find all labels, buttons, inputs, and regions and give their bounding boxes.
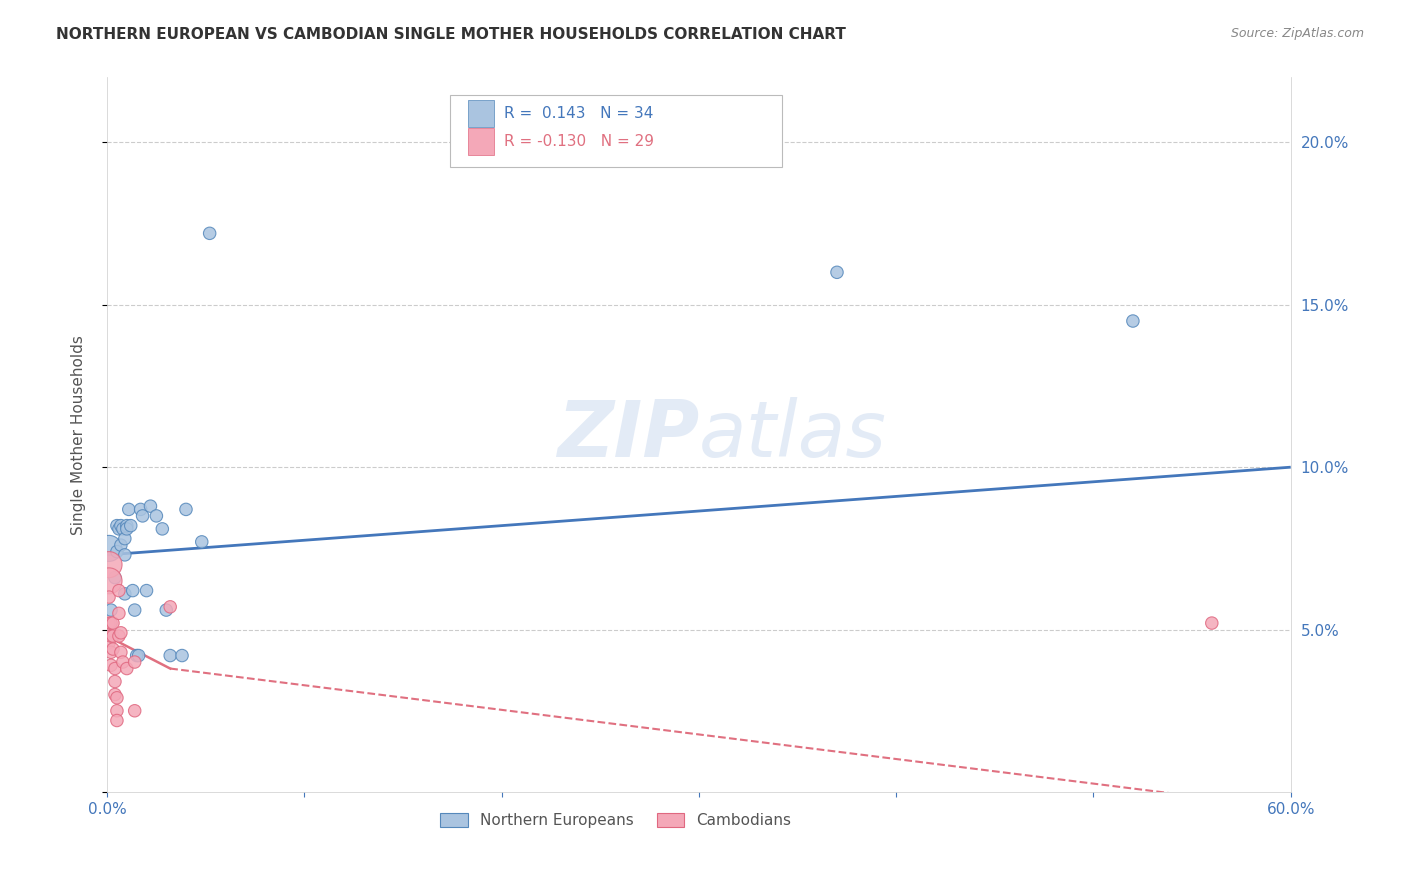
- Point: [110, 538, 132, 552]
- FancyBboxPatch shape: [468, 100, 494, 128]
- Point: [105, 544, 128, 558]
- Point: [115, 522, 138, 536]
- Point: [108, 607, 131, 621]
- Point: [100, 629, 122, 643]
- Point: [114, 548, 136, 562]
- Point: [170, 648, 193, 663]
- Point: [110, 645, 132, 659]
- Point: [108, 583, 131, 598]
- Point: [105, 690, 128, 705]
- Point: [121, 583, 143, 598]
- Point: [98, 574, 121, 588]
- Point: [129, 502, 152, 516]
- Point: [198, 227, 221, 241]
- Point: [100, 658, 122, 673]
- Point: [100, 603, 122, 617]
- Point: [1201, 616, 1223, 631]
- Text: ZIP: ZIP: [557, 397, 699, 473]
- Text: atlas: atlas: [699, 397, 887, 473]
- Point: [98, 541, 121, 556]
- Point: [110, 625, 132, 640]
- Point: [150, 522, 173, 536]
- FancyBboxPatch shape: [468, 128, 494, 155]
- Point: [111, 655, 134, 669]
- Point: [124, 704, 146, 718]
- Point: [105, 518, 128, 533]
- Point: [108, 629, 131, 643]
- Point: [98, 616, 121, 631]
- Point: [825, 265, 848, 279]
- Point: [105, 704, 128, 718]
- Point: [101, 616, 124, 631]
- Point: [145, 508, 167, 523]
- Text: R =  0.143   N = 34: R = 0.143 N = 34: [503, 105, 652, 120]
- Point: [114, 532, 136, 546]
- Point: [159, 648, 181, 663]
- Point: [124, 603, 146, 617]
- Text: Source: ZipAtlas.com: Source: ZipAtlas.com: [1230, 27, 1364, 40]
- Point: [100, 645, 122, 659]
- Point: [191, 534, 214, 549]
- Point: [104, 661, 127, 675]
- Point: [108, 522, 131, 536]
- Point: [111, 522, 134, 536]
- Point: [1122, 314, 1144, 328]
- Point: [125, 648, 148, 663]
- Point: [98, 635, 121, 649]
- Point: [104, 571, 127, 585]
- Point: [115, 518, 138, 533]
- FancyBboxPatch shape: [450, 95, 782, 167]
- Point: [124, 655, 146, 669]
- Text: R = -0.130   N = 29: R = -0.130 N = 29: [503, 134, 654, 149]
- Point: [110, 518, 132, 533]
- Point: [100, 616, 122, 631]
- Point: [98, 558, 121, 572]
- Point: [101, 629, 124, 643]
- Point: [104, 674, 127, 689]
- Text: NORTHERN EUROPEAN VS CAMBODIAN SINGLE MOTHER HOUSEHOLDS CORRELATION CHART: NORTHERN EUROPEAN VS CAMBODIAN SINGLE MO…: [56, 27, 846, 42]
- Point: [159, 599, 181, 614]
- Point: [115, 661, 138, 675]
- Point: [118, 502, 141, 516]
- Point: [128, 648, 150, 663]
- Point: [174, 502, 197, 516]
- Point: [105, 714, 128, 728]
- Point: [139, 499, 162, 513]
- Point: [98, 590, 121, 604]
- Point: [101, 642, 124, 657]
- Point: [135, 583, 157, 598]
- Legend: Northern Europeans, Cambodians: Northern Europeans, Cambodians: [434, 807, 797, 834]
- Point: [131, 508, 153, 523]
- Point: [155, 603, 177, 617]
- Point: [120, 518, 142, 533]
- Y-axis label: Single Mother Households: Single Mother Households: [72, 334, 86, 534]
- Point: [104, 688, 127, 702]
- Point: [114, 587, 136, 601]
